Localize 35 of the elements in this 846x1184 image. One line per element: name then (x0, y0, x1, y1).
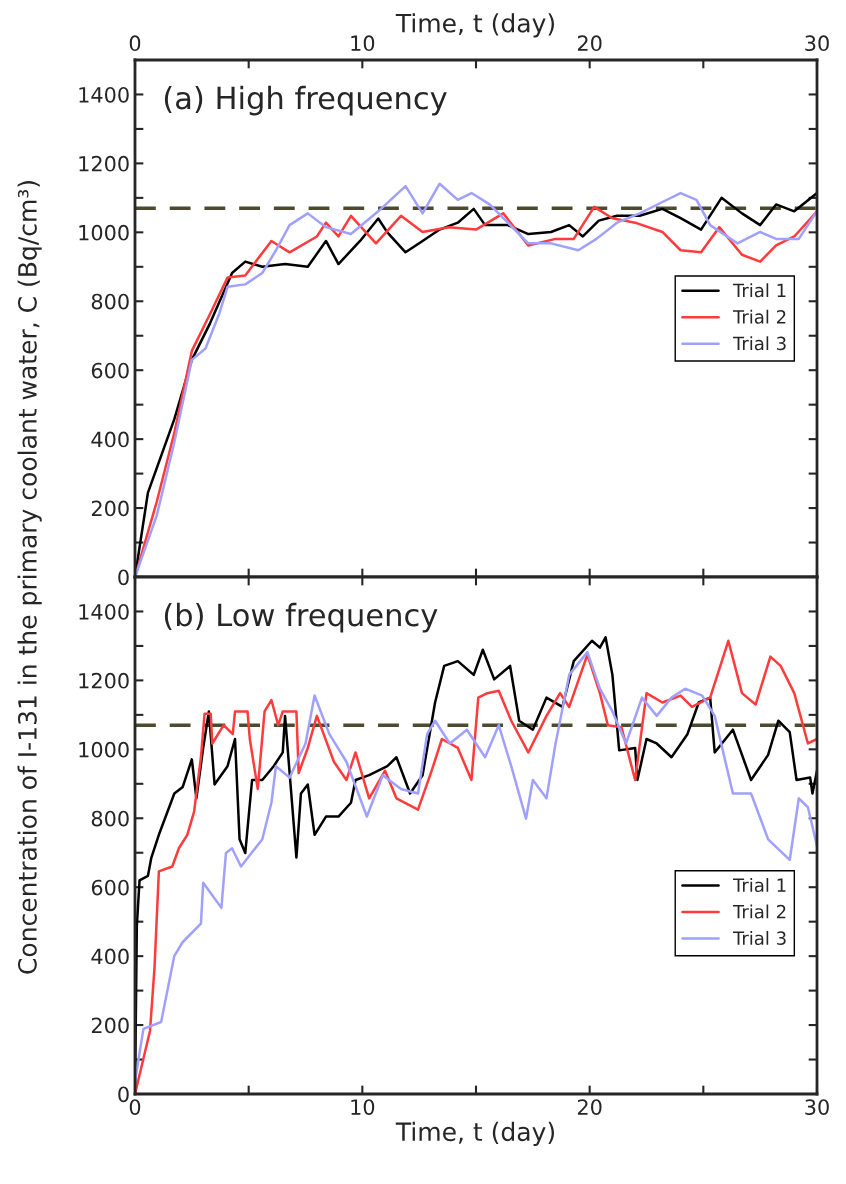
y-tick-label: 400 (91, 431, 129, 448)
y-tick-label: 1200 (79, 672, 129, 689)
legend-label: Trial 3 (732, 931, 786, 945)
x-tick-label: 30 (805, 35, 829, 52)
text: (b) Low frequency (164, 602, 438, 633)
legend-label: Trial 2 (732, 309, 786, 324)
y-tick-label: 200 (91, 500, 129, 517)
y-tick-label: 600 (91, 879, 129, 896)
y-tick-label: 1200 (79, 155, 129, 172)
x-axis-title: Time, t (day) (395, 1121, 554, 1146)
legend-label: Trial 1 (732, 878, 786, 892)
y-tick-label: 800 (91, 810, 129, 827)
legend-label: Trial 3 (732, 336, 786, 351)
x-tick-label: 0 (129, 1099, 141, 1115)
y-tick-label: 1000 (79, 224, 129, 241)
y-axis-title: Concentration of I-131 in the primary coolant water, C (Bq/cm³) (17, 181, 42, 974)
y-tick-label: 1400 (79, 86, 129, 103)
x-axis-title: Time, t (day) (395, 13, 554, 38)
y-tick-label: 400 (91, 948, 129, 965)
x-tick-label: 20 (577, 35, 602, 52)
y-tick-label: 600 (91, 362, 129, 379)
y-tick-label: 800 (91, 293, 129, 310)
y-tick-label: 200 (91, 1017, 129, 1034)
y-tick-label: 1400 (79, 603, 129, 620)
x-tick-label: 10 (351, 1099, 375, 1115)
legend-label: Trial 1 (732, 283, 786, 298)
x-tick-label: 0 (129, 35, 141, 52)
legend-label: Trial 2 (732, 904, 786, 919)
y-tick-label: 1000 (79, 741, 129, 758)
y-tick-label: 0 (118, 1086, 129, 1103)
x-tick-label: 10 (351, 35, 375, 52)
x-tick-label: 30 (805, 1099, 829, 1115)
y-tick-label: 0 (118, 569, 129, 586)
text: (a) High frequency (164, 85, 447, 116)
x-tick-label: 20 (577, 1099, 602, 1115)
